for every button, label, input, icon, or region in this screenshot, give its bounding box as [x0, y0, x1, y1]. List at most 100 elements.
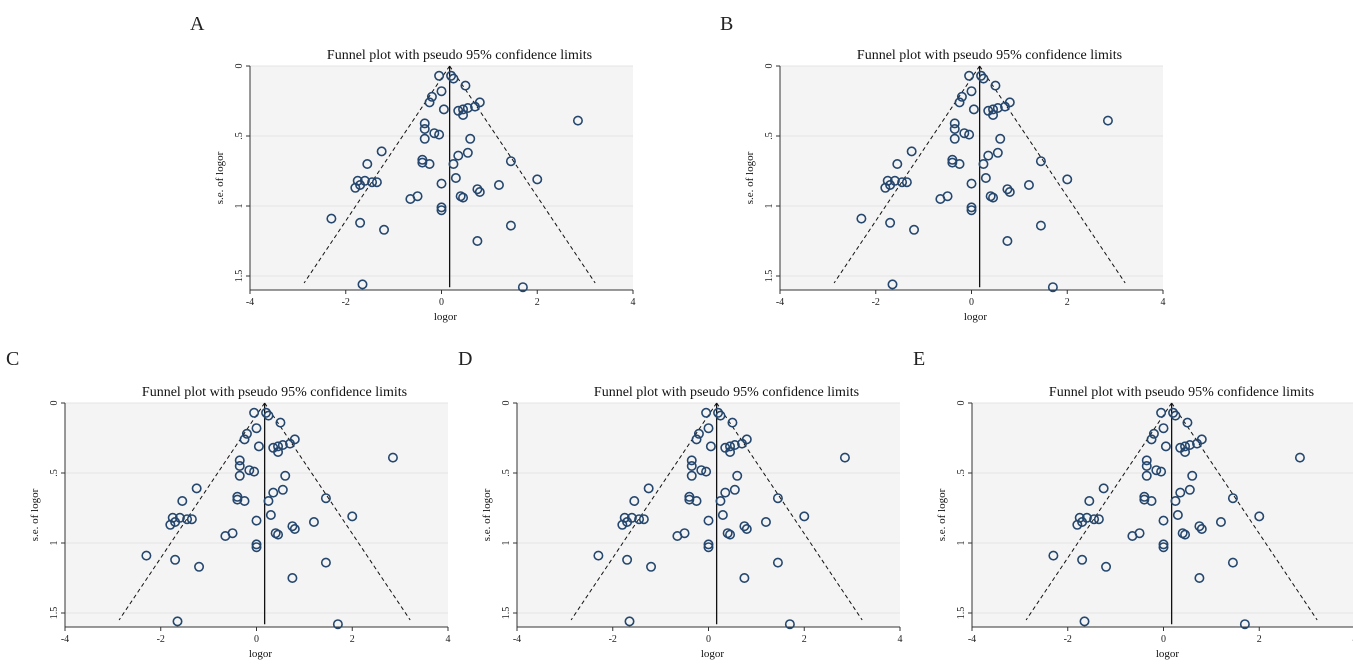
study-point: [1023, 180, 1034, 191]
study-point: [462, 103, 473, 114]
study-point: [638, 514, 649, 525]
x-tick-label: 0: [1161, 634, 1166, 645]
study-point: [966, 178, 977, 189]
funnel-plot-b: -4 -2 0 2 4 0 .5 1 1.5 Funnel plot with pseudo 95…: [744, 48, 1166, 323]
y-tick-label: 1.5: [234, 270, 245, 283]
study-point: [1215, 517, 1226, 528]
study-point: [964, 129, 975, 140]
x-axis-label: logor: [1156, 648, 1180, 660]
study-point: [701, 407, 712, 418]
study-point: [1158, 539, 1169, 550]
study-point: [988, 192, 999, 203]
study-point: [995, 133, 1006, 144]
panel-d: D -4 -2 0 2 4 0 .5 1 1.5 Funnel plot with pseudo …: [452, 345, 903, 661]
study-point: [772, 557, 783, 568]
study-point: [1002, 236, 1013, 247]
y-axis-label: s.e. of logor: [29, 488, 41, 541]
study-point: [1194, 573, 1205, 584]
panel-a: A -4 -2 0 2 4 0 .5 1 1.5 Funnel plot with pseudo …: [185, 8, 636, 324]
y-axis-label: s.e. of logor: [744, 151, 756, 204]
study-point: [419, 133, 430, 144]
study-point: [419, 118, 430, 129]
study-point: [1002, 184, 1013, 195]
x-axis-label: logor: [964, 311, 988, 323]
study-point: [263, 410, 274, 421]
study-point: [572, 115, 583, 126]
study-point: [725, 529, 736, 540]
study-point: [1047, 282, 1058, 293]
study-point: [593, 550, 604, 561]
plot-area: [972, 403, 1353, 627]
study-point: [426, 91, 437, 102]
study-point: [1098, 483, 1109, 494]
x-tick-label: -4: [246, 297, 254, 308]
study-point: [992, 103, 1003, 114]
study-point: [474, 187, 485, 198]
study-point: [1141, 470, 1152, 481]
x-tick-label: -2: [872, 297, 880, 308]
study-point: [165, 519, 176, 530]
study-point: [1004, 187, 1015, 198]
x-tick-label: 2: [535, 297, 540, 308]
study-point: [438, 104, 449, 115]
study-point: [1084, 496, 1095, 507]
y-axis-label: s.e. of logor: [214, 151, 226, 204]
x-axis-label: logor: [249, 648, 273, 660]
study-point: [320, 493, 331, 504]
study-point: [1170, 496, 1181, 507]
y-tick-label: 1.5: [764, 270, 775, 283]
funnel-plot-c: -4 -2 0 2 4 0 .5 1 1.5 Funnel plot with pseudo 95…: [29, 385, 451, 660]
study-point: [737, 438, 748, 449]
x-axis-label: logor: [434, 311, 458, 323]
study-point: [505, 156, 516, 167]
study-point: [436, 205, 447, 216]
y-tick-label: 0: [956, 401, 967, 406]
x-tick-label: -2: [1064, 634, 1072, 645]
y-tick-label: .5: [956, 469, 967, 477]
study-point: [739, 521, 750, 532]
study-point: [1168, 407, 1179, 418]
study-point: [1184, 484, 1195, 495]
y-axis-label: s.e. of logor: [936, 488, 948, 541]
study-point: [725, 441, 736, 452]
study-point: [617, 519, 628, 530]
study-point: [703, 423, 714, 434]
study-point: [978, 73, 989, 84]
study-point: [839, 452, 850, 463]
study-point: [434, 70, 445, 81]
chart-title: Funnel plot with pseudo 95% confidence l…: [1049, 385, 1314, 400]
study-point: [367, 177, 378, 188]
study-point: [703, 542, 714, 553]
x-tick-label: 2: [1257, 634, 1262, 645]
study-point: [472, 184, 483, 195]
plot-area: [517, 403, 900, 627]
study-point: [634, 514, 645, 525]
study-point: [691, 434, 702, 445]
study-point: [277, 440, 288, 451]
study-point: [191, 483, 202, 494]
x-tick-label: -2: [342, 297, 350, 308]
y-tick-label: 0: [501, 401, 512, 406]
study-point: [897, 177, 908, 188]
study-point: [234, 455, 245, 466]
study-point: [261, 407, 272, 418]
chart-title: Funnel plot with pseudo 95% confidence l…: [142, 385, 407, 400]
study-point: [347, 511, 358, 522]
study-point: [470, 101, 481, 112]
study-point: [949, 124, 960, 135]
y-axis-label: s.e. of logor: [481, 488, 493, 541]
study-point: [350, 182, 361, 193]
study-point: [1139, 494, 1150, 505]
x-tick-label: 2: [350, 634, 355, 645]
x-tick-label: 0: [969, 297, 974, 308]
study-point: [232, 491, 243, 502]
study-point: [1158, 515, 1169, 526]
study-point: [532, 174, 543, 185]
panel-letter-d: D: [458, 348, 473, 370]
study-point: [251, 515, 262, 526]
x-tick-label: -2: [157, 634, 165, 645]
study-point: [249, 466, 260, 477]
study-point: [517, 282, 528, 293]
study-point: [1093, 514, 1104, 525]
study-point: [141, 550, 152, 561]
